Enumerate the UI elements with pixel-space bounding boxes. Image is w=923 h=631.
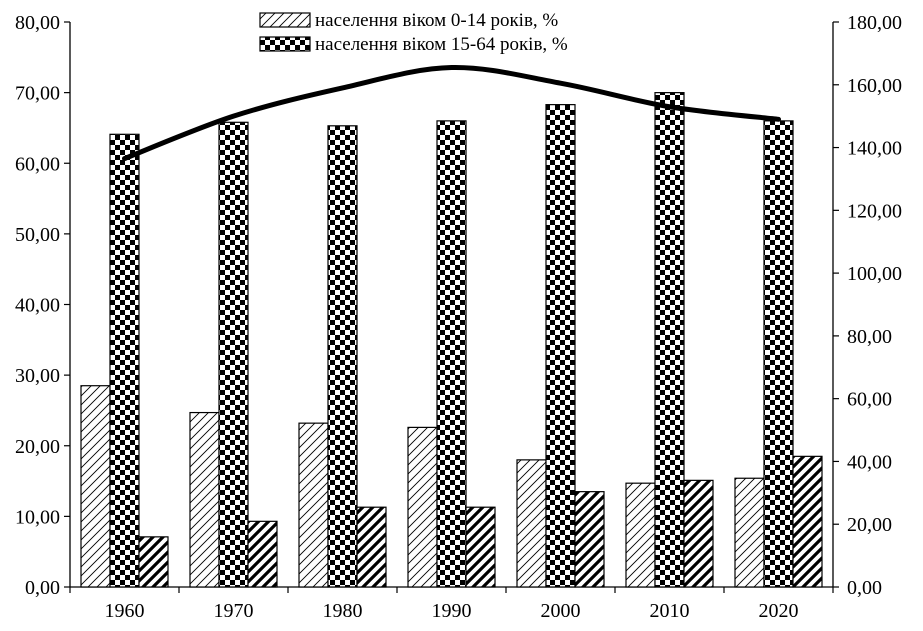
- y-left-tick-label: 60,00: [15, 153, 60, 175]
- bar-series2-1990: [437, 121, 466, 587]
- x-tick-label: 1980: [323, 600, 363, 622]
- bars-layer: [81, 93, 822, 587]
- y-right-tick-label: 80,00: [847, 326, 892, 348]
- y-right-tick-label: 140,00: [847, 138, 902, 160]
- legend-swatch-series2: [260, 37, 310, 51]
- x-tick-label: 2000: [541, 600, 581, 622]
- y-left-tick-label: 50,00: [15, 224, 60, 246]
- bar-series3-2010: [684, 480, 713, 587]
- x-tick-label: 2020: [759, 600, 799, 622]
- y-right-tick-label: 160,00: [847, 75, 902, 97]
- y-left-tick-label: 30,00: [15, 365, 60, 387]
- legend-swatch-series1: [260, 13, 310, 27]
- y-right-tick-label: 0,00: [847, 577, 882, 599]
- bar-series3-1970: [248, 521, 277, 587]
- y-left-tick-label: 70,00: [15, 83, 60, 105]
- legend-label-series1: населення віком 0-14 років, %: [315, 10, 558, 31]
- bar-series2-2020: [764, 121, 793, 587]
- x-tick-label: 1990: [432, 600, 472, 622]
- bar-series3-1990: [466, 507, 495, 587]
- bar-series2-1970: [219, 122, 248, 587]
- bar-series1-1970: [190, 413, 219, 587]
- x-tick-label: 2010: [650, 600, 690, 622]
- x-tick-label: 1970: [214, 600, 254, 622]
- y-left-tick-label: 0,00: [25, 577, 60, 599]
- bar-series1-1960: [81, 386, 110, 587]
- x-tick-label: 1960: [105, 600, 145, 622]
- bar-series1-2010: [626, 483, 655, 587]
- y-left-tick-label: 10,00: [15, 506, 60, 528]
- y-right-tick-label: 20,00: [847, 514, 892, 536]
- y-left-tick-label: 80,00: [15, 12, 60, 34]
- y-left-tick-label: 40,00: [15, 295, 60, 317]
- bar-series2-1960: [110, 134, 139, 587]
- bar-series1-1990: [408, 427, 437, 587]
- legend: населення віком 0-14 років, % населення в…: [260, 10, 568, 55]
- bar-series3-1980: [357, 507, 386, 587]
- bar-series2-1980: [328, 126, 357, 587]
- bar-series3-1960: [139, 537, 168, 587]
- bar-series3-2000: [575, 492, 604, 587]
- bar-series1-2020: [735, 478, 764, 587]
- y-right-tick-label: 40,00: [847, 451, 892, 473]
- bar-series2-2010: [655, 93, 684, 587]
- bar-series1-1980: [299, 423, 328, 587]
- y-left-tick-label: 20,00: [15, 436, 60, 458]
- y-right-tick-label: 180,00: [847, 12, 902, 34]
- bar-series3-2020: [793, 456, 822, 587]
- y-right-tick-label: 100,00: [847, 263, 902, 285]
- y-right-tick-label: 60,00: [847, 389, 892, 411]
- y-right-tick-label: 120,00: [847, 200, 902, 222]
- bar-series2-2000: [546, 105, 575, 587]
- bar-series1-2000: [517, 460, 546, 587]
- legend-label-series2: населення віком 15-64 років, %: [315, 34, 568, 55]
